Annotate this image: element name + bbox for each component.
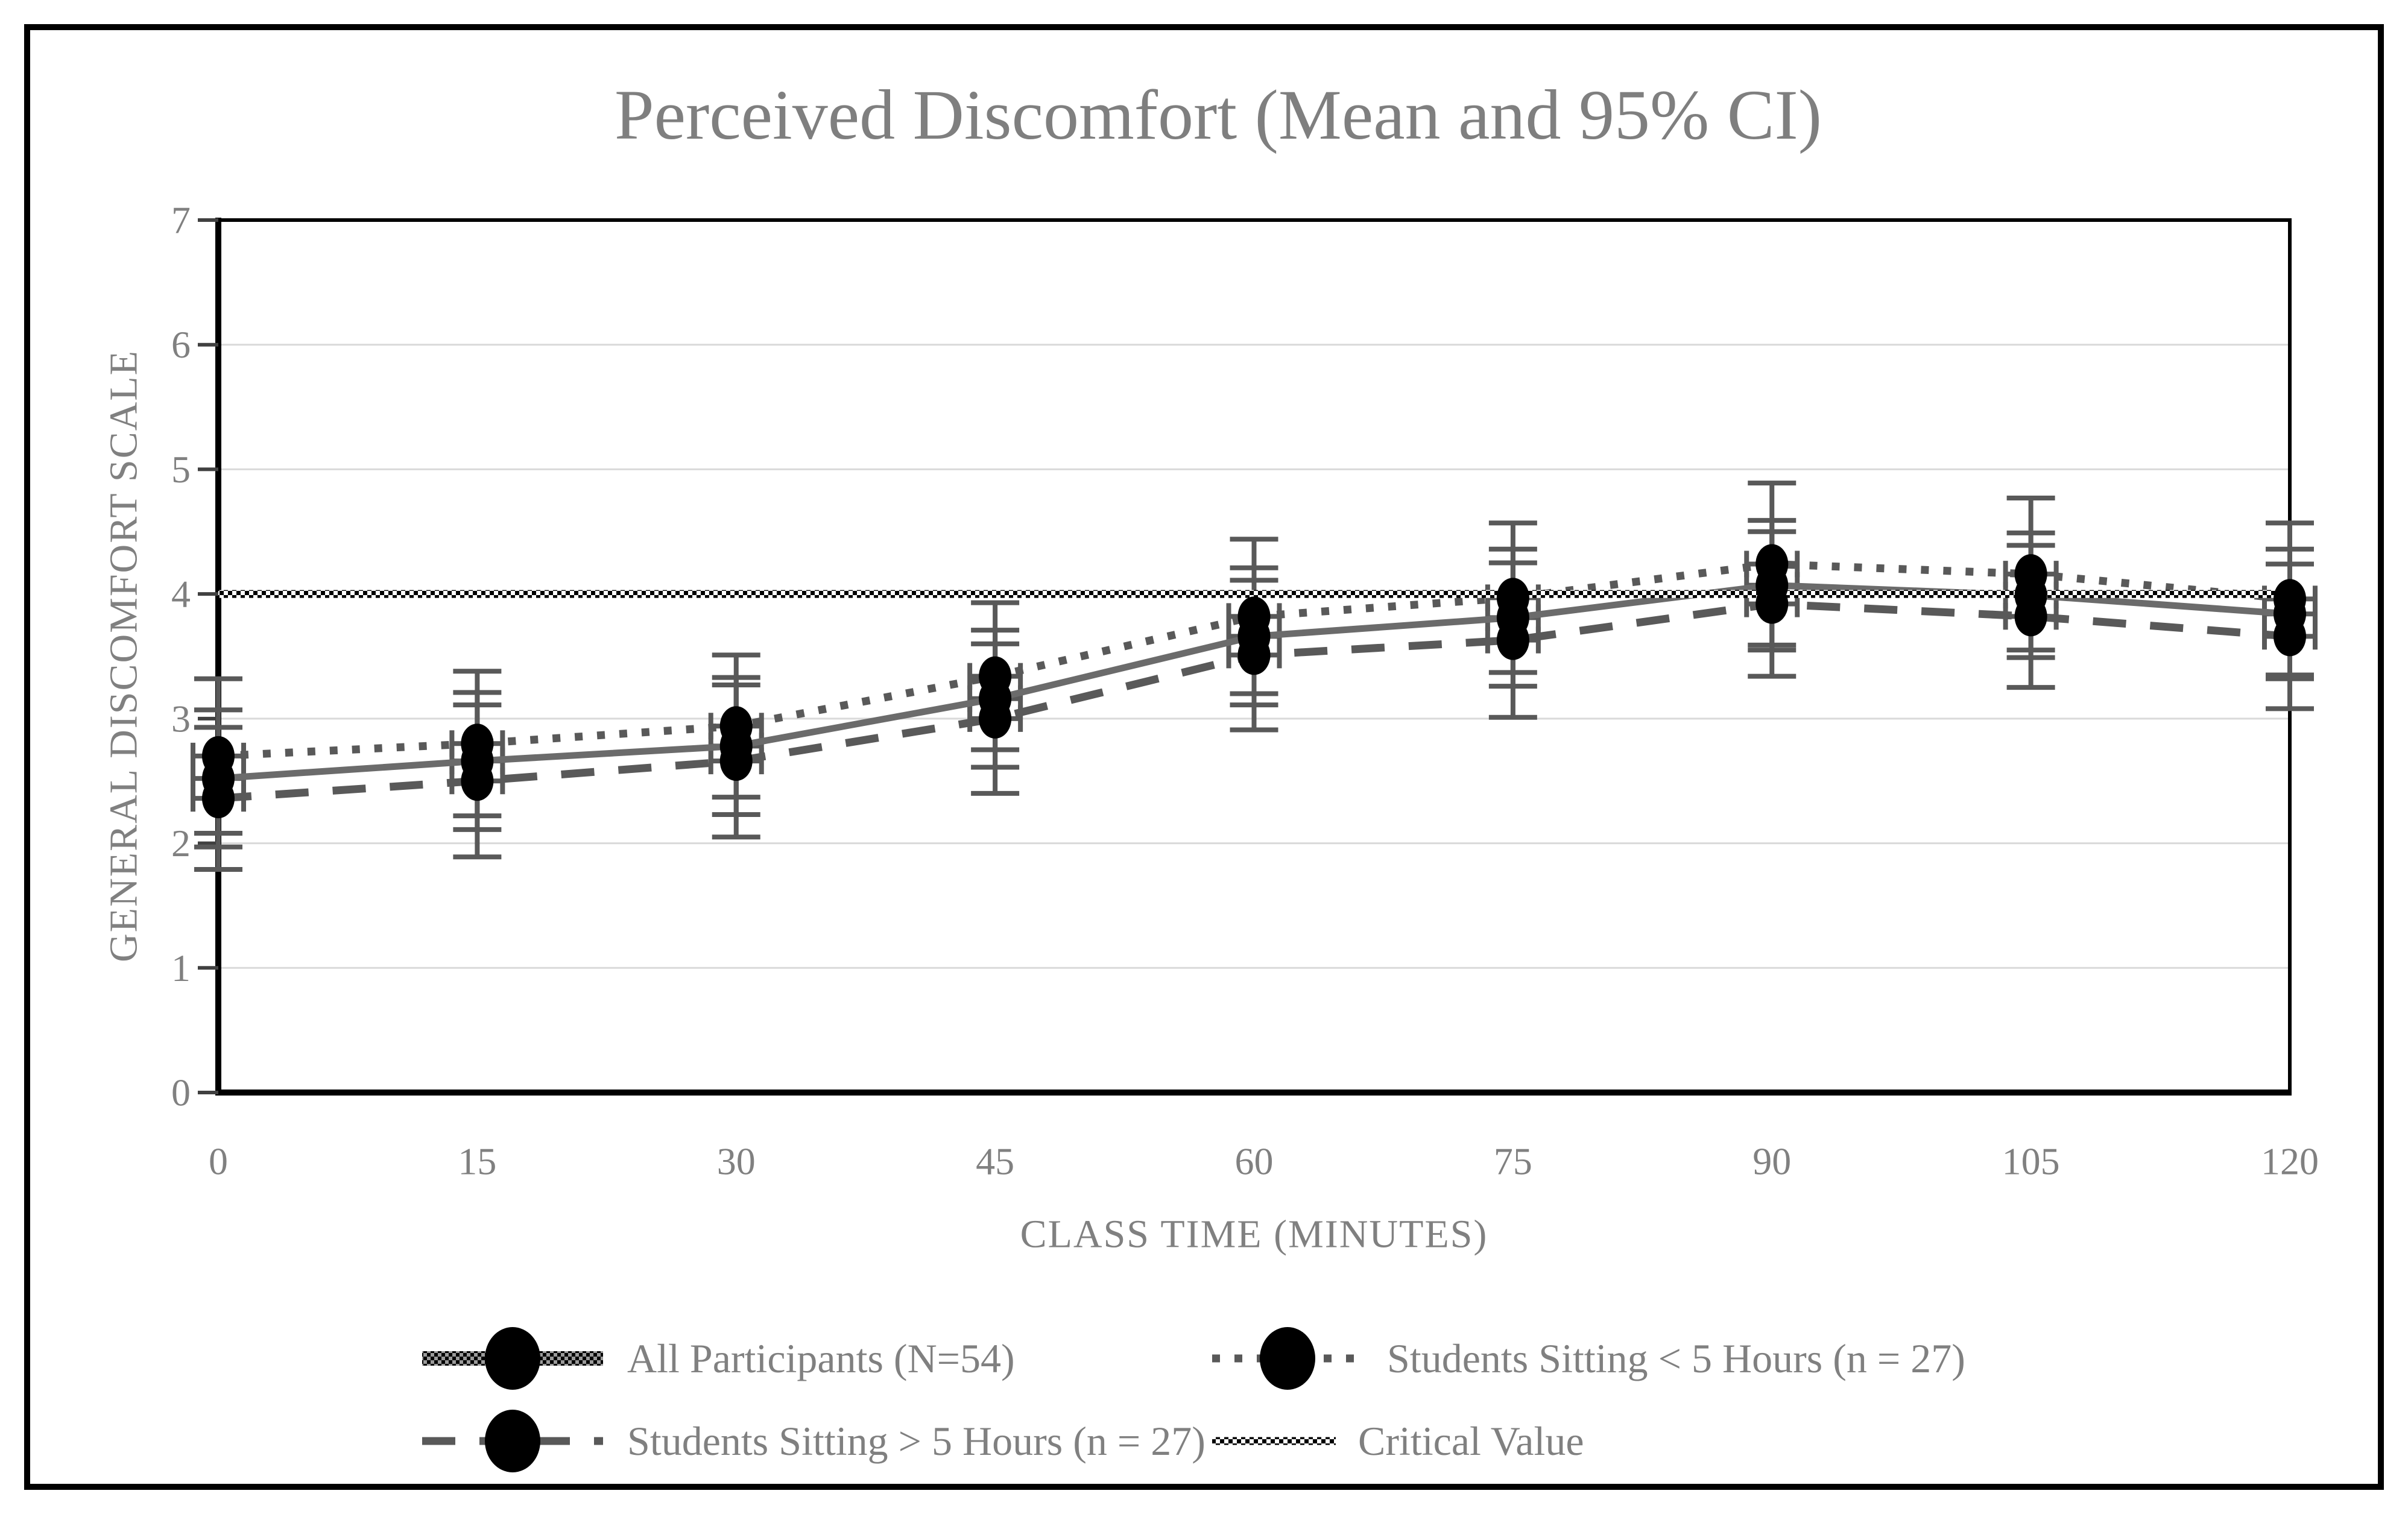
y-axis-ticks-and-labels: 0 1 2 3 4 5 6 7 xyxy=(171,199,218,1114)
data-point-marker xyxy=(719,706,753,746)
chart-title: Perceived Discomfort (Mean and 95% CI) xyxy=(615,75,1822,154)
legend-label: All Participants (N=54) xyxy=(627,1336,1015,1381)
data-point-marker xyxy=(1496,578,1529,618)
data-point-marker xyxy=(1237,596,1271,637)
legend-label: Critical Value xyxy=(1358,1418,1584,1464)
x-tick-label-90: 90 xyxy=(1752,1140,1791,1183)
legend-entry-students-gt5: Students Sitting > 5 Hours (n = 27) xyxy=(422,1410,1206,1472)
x-tick-label-0: 0 xyxy=(209,1140,228,1183)
data-point-marker xyxy=(461,724,494,764)
series-line-students-lt5-dotted xyxy=(218,560,2290,760)
x-axis-title: CLASS TIME (MINUTES) xyxy=(1020,1213,1488,1257)
legend-entry-critical-value: Critical Value xyxy=(1212,1418,1584,1464)
legend-entry-all-participants: All Participants (N=54) xyxy=(422,1327,1015,1390)
y-tick-label-0: 0 xyxy=(171,1071,191,1114)
legend-marker xyxy=(485,1327,540,1390)
y-tick-label-3: 3 xyxy=(171,697,191,740)
y-tick-label-7: 7 xyxy=(171,199,191,242)
legend-entry-students-lt5: Students Sitting < 5 Hours (n = 27) xyxy=(1212,1327,1965,1390)
x-tick-label-45: 45 xyxy=(976,1140,1014,1183)
series-markers xyxy=(202,544,2306,819)
x-axis-labels: 0 15 30 45 60 75 90 105 120 xyxy=(209,1140,2319,1183)
y-axis-title: GENERAL DISCOMFORT SCALE xyxy=(102,350,146,962)
x-tick-label-60: 60 xyxy=(1235,1140,1274,1183)
y-tick-label-2: 2 xyxy=(171,822,191,865)
x-tick-label-15: 15 xyxy=(458,1140,496,1183)
y-tick-label-5: 5 xyxy=(171,448,191,491)
x-tick-label-75: 75 xyxy=(1494,1140,1532,1183)
y-tick-label-4: 4 xyxy=(171,573,191,616)
legend-marker xyxy=(1260,1327,1315,1390)
data-point-marker xyxy=(2014,554,2047,594)
x-tick-label-30: 30 xyxy=(717,1140,756,1183)
outer-frame xyxy=(24,24,2384,1490)
x-tick-label-120: 120 xyxy=(2261,1140,2319,1183)
legend-marker xyxy=(485,1410,540,1472)
legend-label: Students Sitting > 5 Hours (n = 27) xyxy=(627,1418,1206,1464)
data-point-marker xyxy=(2274,579,2306,619)
markers-lt5 xyxy=(202,544,2306,776)
data-point-marker xyxy=(979,656,1012,696)
y-tick-label-6: 6 xyxy=(171,323,191,366)
legend: All Participants (N=54) Students Sitting … xyxy=(422,1327,1965,1472)
x-tick-label-105: 105 xyxy=(2002,1140,2060,1183)
legend-swatch-critical-line xyxy=(1212,1437,1336,1445)
legend-label: Students Sitting < 5 Hours (n = 27) xyxy=(1387,1336,1965,1381)
data-point-marker xyxy=(1755,544,1789,584)
data-point-marker xyxy=(202,736,235,776)
y-tick-label-1: 1 xyxy=(171,947,191,989)
